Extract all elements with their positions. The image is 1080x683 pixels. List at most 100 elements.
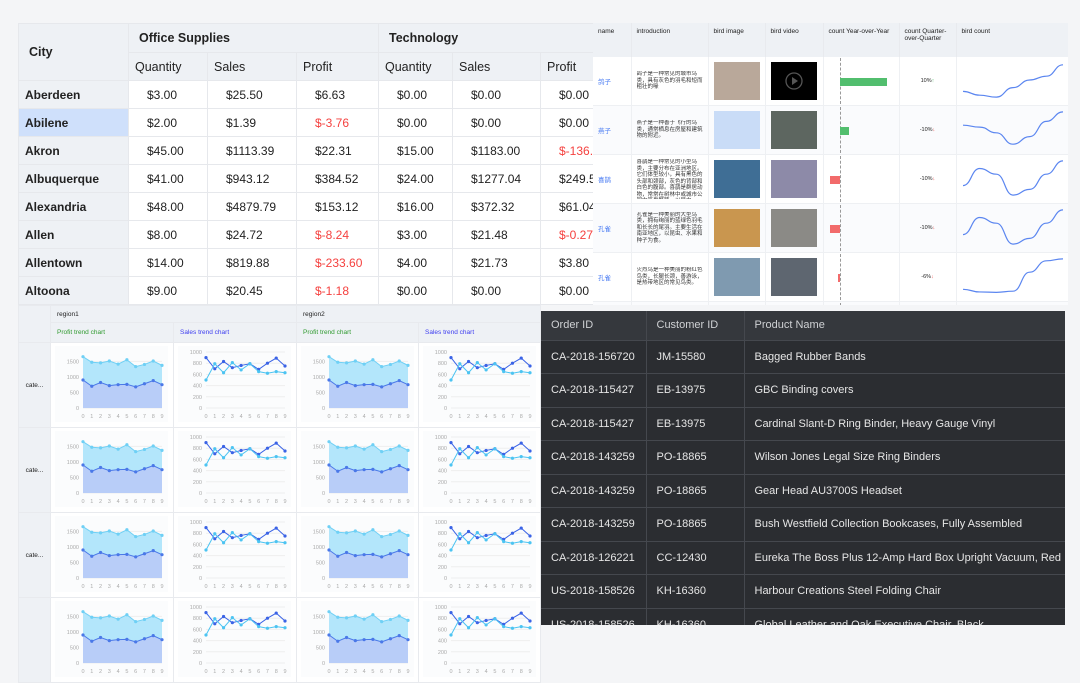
- data-point: [160, 533, 164, 537]
- data-point: [458, 537, 462, 541]
- data-point: [528, 534, 532, 538]
- bird-count-sparkline: [962, 209, 1063, 245]
- x-tick-label: 6: [134, 499, 137, 505]
- x-tick-label: 1: [213, 584, 216, 590]
- order-id-cell: CA-2018-143259: [541, 474, 647, 508]
- value-cell: $25.50: [207, 80, 297, 109]
- bird-video[interactable]: [770, 258, 817, 296]
- zero-axis: [839, 205, 841, 251]
- bird-image[interactable]: [713, 111, 760, 149]
- data-point: [90, 554, 94, 558]
- bird-name-link[interactable]: 燕子: [593, 105, 632, 155]
- x-tick-label: 2: [99, 669, 102, 675]
- x-tick-label: 2: [467, 499, 470, 505]
- data-point: [230, 446, 234, 450]
- y-tick-label: 1000: [67, 630, 79, 636]
- data-point: [510, 616, 515, 620]
- bird-image[interactable]: [713, 160, 760, 198]
- data-point: [257, 455, 261, 459]
- bird-image[interactable]: [713, 209, 760, 247]
- x-tick-label: 7: [266, 584, 269, 590]
- chart-title-header: Profit trend chart: [296, 322, 419, 343]
- data-point: [125, 358, 129, 362]
- x-tick-label: 6: [134, 414, 137, 420]
- y-tick-label: 1000: [67, 375, 79, 381]
- x-tick-label: 5: [125, 499, 128, 505]
- bird-count-sparkline: [962, 111, 1063, 145]
- data-point: [362, 553, 366, 557]
- y-tick-label: 0: [76, 661, 79, 667]
- city-cell[interactable]: Altoona: [18, 276, 129, 305]
- data-point: [510, 456, 515, 460]
- data-point: [221, 371, 226, 375]
- y-tick-label: 0: [76, 406, 79, 412]
- table-row: CA-2018-126221 CC-12430 Eureka The Boss Pl…: [541, 541, 1065, 575]
- data-point: [397, 444, 401, 448]
- x-tick-label: 1: [458, 669, 461, 675]
- y-tick-label: 200: [438, 565, 447, 571]
- data-point: [116, 617, 120, 621]
- bird-video[interactable]: [770, 160, 817, 198]
- y-tick-label: 1000: [435, 435, 447, 441]
- series-line: [328, 356, 409, 368]
- y-tick-label: 1000: [67, 460, 79, 466]
- x-tick-label: 1: [336, 669, 339, 675]
- bird-name-link[interactable]: 孔雀: [593, 203, 632, 253]
- data-point: [98, 635, 103, 640]
- x-tick-label: 4: [485, 499, 488, 505]
- data-point: [160, 638, 164, 642]
- data-point: [98, 380, 103, 385]
- bird-video[interactable]: [770, 62, 817, 100]
- data-point: [380, 470, 384, 474]
- x-tick-label: 0: [204, 499, 207, 505]
- city-cell[interactable]: Albuquerque: [18, 164, 129, 193]
- data-point: [344, 380, 349, 385]
- x-tick-label: 2: [345, 669, 348, 675]
- sparkline-path: [962, 258, 1063, 293]
- x-tick-label: 4: [240, 584, 243, 590]
- bird-name-link[interactable]: [593, 301, 632, 305]
- city-cell[interactable]: Abilene: [18, 108, 129, 137]
- qoq-value: -6%: [921, 274, 932, 280]
- data-point: [466, 614, 471, 619]
- y-tick-label: 0: [322, 491, 325, 497]
- bird-video[interactable]: [770, 209, 817, 247]
- bird-image[interactable]: [713, 62, 760, 100]
- data-point: [449, 526, 453, 530]
- city-cell[interactable]: Allen: [18, 220, 129, 249]
- city-cell[interactable]: Akron: [18, 136, 129, 165]
- data-point: [274, 540, 278, 544]
- bird-name-link[interactable]: 鸽子: [593, 57, 632, 106]
- y-tick-label: 800: [193, 446, 202, 452]
- data-point: [510, 626, 515, 630]
- data-point: [397, 549, 401, 553]
- data-point: [344, 361, 349, 365]
- bird-image[interactable]: [713, 258, 760, 296]
- data-point: [248, 617, 252, 621]
- city-cell[interactable]: Allentown: [18, 248, 129, 277]
- bird-name-link[interactable]: 孔雀: [593, 252, 632, 302]
- data-point: [274, 526, 278, 530]
- play-icon[interactable]: [771, 62, 817, 100]
- category-label: cate...: [18, 512, 51, 598]
- data-point: [484, 623, 488, 627]
- city-cell[interactable]: Alexandria: [18, 192, 129, 221]
- data-point: [151, 614, 155, 618]
- series-line: [82, 441, 163, 453]
- y-tick-label: 400: [193, 384, 202, 390]
- data-point: [116, 362, 120, 366]
- x-tick-label: 7: [143, 414, 146, 420]
- value-cell: $8.00: [128, 220, 208, 249]
- bird-name-link[interactable]: 喜鹊: [593, 154, 632, 204]
- bird-video[interactable]: [770, 111, 817, 149]
- x-tick-label: 5: [371, 669, 374, 675]
- y-tick-label: 1000: [190, 350, 202, 356]
- x-tick-label: 0: [449, 414, 452, 420]
- data-point: [107, 554, 111, 558]
- city-cell[interactable]: Aberdeen: [18, 80, 129, 109]
- data-point: [160, 383, 164, 387]
